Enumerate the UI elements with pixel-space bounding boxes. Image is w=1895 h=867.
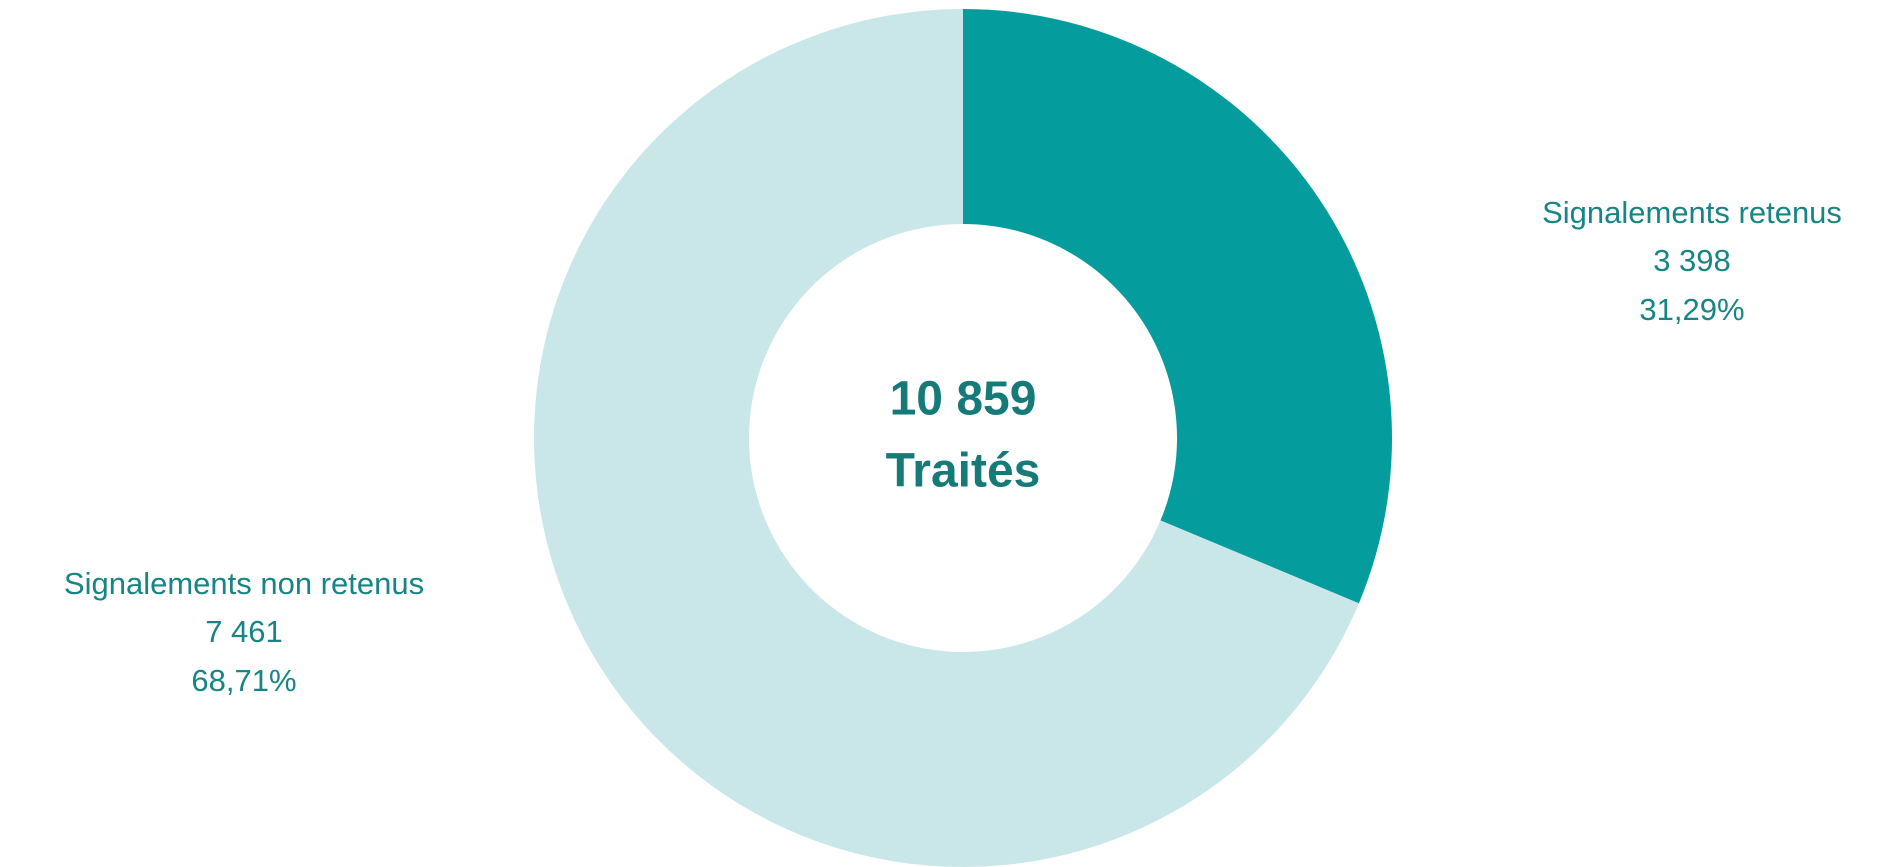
category-label: Signalements non retenus: [64, 566, 424, 601]
value-label: 3 398: [1653, 243, 1731, 278]
donut-slice: [963, 9, 1392, 604]
category-label: Signalements retenus: [1542, 195, 1842, 230]
percentage-label: 68,71%: [191, 663, 296, 698]
total-label: 10 859: [890, 373, 1037, 426]
percentage-label: 31,29%: [1639, 292, 1744, 327]
center-text: Traités: [886, 445, 1041, 498]
donut-slice: [534, 9, 1359, 867]
value-label: 7 461: [205, 614, 283, 649]
